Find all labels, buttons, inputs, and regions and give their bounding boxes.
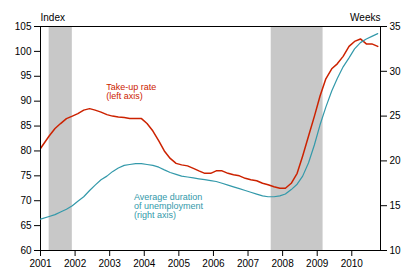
svg-text:70: 70: [20, 195, 32, 206]
svg-text:20: 20: [390, 155, 402, 166]
svg-text:85: 85: [20, 120, 32, 131]
svg-text:60: 60: [20, 245, 32, 256]
svg-text:Index: Index: [41, 12, 65, 23]
svg-text:25: 25: [390, 110, 402, 121]
svg-text:2009: 2009: [306, 258, 329, 269]
svg-text:35: 35: [390, 21, 402, 32]
svg-text:2005: 2005: [168, 258, 191, 269]
svg-text:100: 100: [15, 46, 32, 57]
svg-text:80: 80: [20, 145, 32, 156]
svg-text:Take-up rate(left axis): Take-up rate(left axis): [106, 82, 156, 101]
svg-text:15: 15: [390, 200, 402, 211]
svg-text:Weeks: Weeks: [350, 12, 380, 23]
svg-text:95: 95: [20, 70, 32, 81]
svg-text:2002: 2002: [64, 258, 87, 269]
svg-text:10: 10: [390, 245, 402, 256]
svg-text:90: 90: [20, 95, 32, 106]
svg-text:2010: 2010: [341, 258, 364, 269]
svg-text:2006: 2006: [202, 258, 225, 269]
svg-text:2001: 2001: [29, 258, 52, 269]
svg-text:2003: 2003: [99, 258, 122, 269]
svg-text:2008: 2008: [271, 258, 294, 269]
svg-text:Average durationof unemploymen: Average durationof unemployment(right ax…: [134, 192, 204, 220]
svg-text:75: 75: [20, 170, 32, 181]
svg-text:65: 65: [20, 220, 32, 231]
svg-text:105: 105: [15, 21, 32, 32]
svg-text:2004: 2004: [133, 258, 156, 269]
svg-text:2007: 2007: [237, 258, 260, 269]
svg-text:30: 30: [390, 66, 402, 77]
